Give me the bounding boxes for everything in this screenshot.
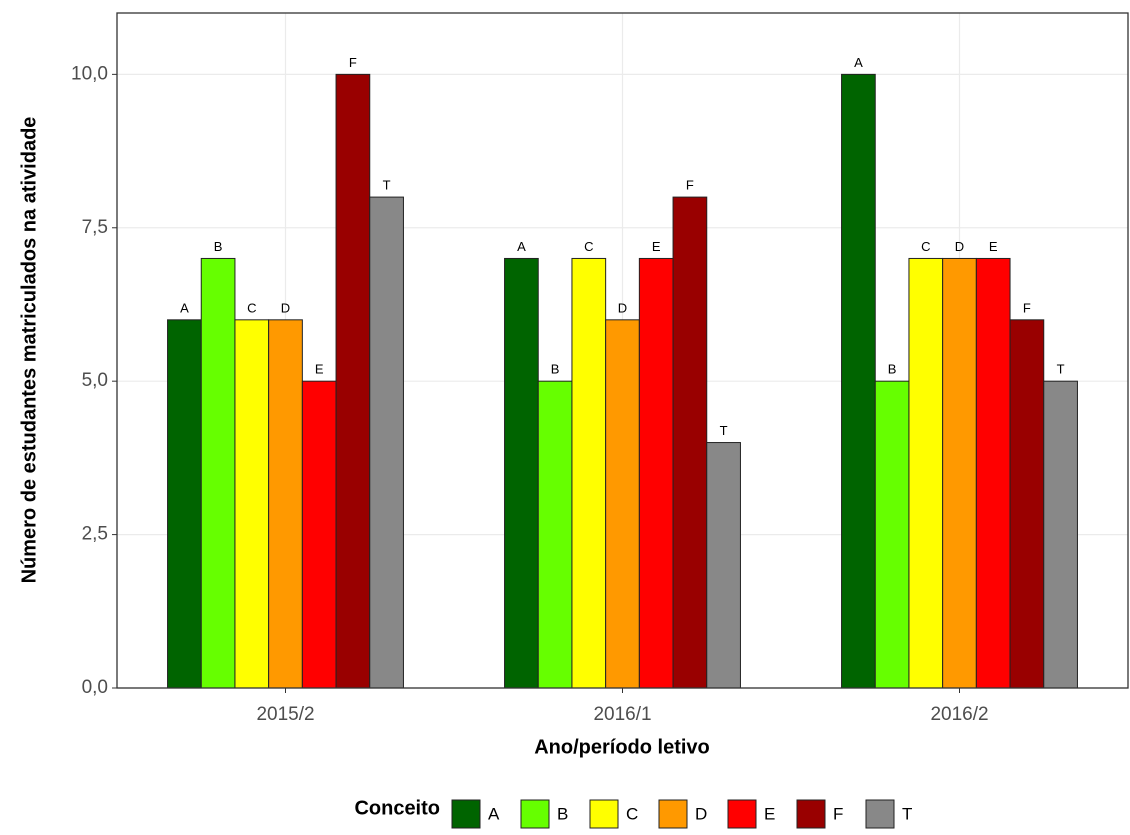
bar — [369, 196, 404, 689]
bar — [841, 73, 876, 689]
bar-label: D — [618, 300, 627, 315]
legend-label: D — [695, 804, 707, 823]
legend-label: A — [488, 804, 500, 823]
bar — [638, 257, 674, 689]
bar-label: D — [281, 300, 290, 315]
x-tick-label: 2015/2 — [256, 704, 314, 725]
bar-label: C — [247, 300, 256, 315]
bar — [975, 257, 1011, 689]
bar-label: F — [1023, 300, 1031, 315]
bar — [706, 442, 741, 689]
legend-label: F — [833, 804, 843, 823]
bar-label: C — [921, 239, 930, 254]
bar — [942, 257, 977, 689]
legend-key — [865, 799, 895, 829]
bar — [1009, 319, 1045, 689]
bar-label: A — [517, 239, 526, 254]
x-tick-label: 2016/1 — [593, 704, 651, 725]
x-axis-title: Ano/período letivo — [534, 736, 710, 758]
legend-key — [727, 799, 757, 829]
legend-key — [796, 799, 826, 829]
y-tick-label: 2,5 — [82, 524, 108, 545]
bar — [537, 380, 573, 689]
bar — [908, 257, 944, 689]
bar-label: T — [720, 423, 728, 438]
bar — [672, 196, 708, 689]
bar-label: E — [989, 239, 998, 254]
bar-label: D — [955, 239, 964, 254]
bar — [167, 319, 202, 689]
bar-label: B — [214, 239, 223, 254]
bar — [874, 380, 910, 689]
legend-key — [589, 799, 619, 829]
x-tick-label: 2016/2 — [930, 704, 988, 725]
bar — [268, 319, 303, 689]
bar — [571, 257, 607, 689]
bar-label: B — [551, 362, 560, 377]
legend-key — [658, 799, 688, 829]
bar-label: A — [180, 300, 189, 315]
bar — [200, 257, 236, 689]
bar-label: E — [315, 362, 324, 377]
legend-label: C — [626, 804, 638, 823]
legend-key — [451, 799, 481, 829]
bar — [504, 257, 539, 689]
bar-label: A — [854, 55, 863, 70]
bar-label: T — [1057, 362, 1065, 377]
bar-label: C — [584, 239, 593, 254]
legend-label: T — [902, 804, 912, 823]
bar — [335, 73, 371, 689]
y-tick-label: 7,5 — [82, 217, 108, 238]
y-tick-label: 10,0 — [71, 63, 108, 84]
bar-label: B — [888, 362, 897, 377]
bar — [234, 319, 270, 689]
bar-label: F — [349, 55, 357, 70]
legend-label: E — [764, 804, 775, 823]
legend-key — [520, 799, 550, 829]
bar-label: F — [686, 178, 694, 193]
bar — [605, 319, 640, 689]
bar-label: T — [383, 178, 391, 193]
y-tick-label: 5,0 — [82, 370, 108, 391]
bar-label: E — [652, 239, 661, 254]
bar — [1043, 380, 1078, 689]
y-axis-title: Número de estudantes matriculados na ati… — [18, 117, 40, 584]
y-tick-label: 0,0 — [82, 677, 108, 698]
bar — [301, 380, 337, 689]
legend-label: B — [557, 804, 568, 823]
legend-title: Conceito — [354, 797, 440, 819]
